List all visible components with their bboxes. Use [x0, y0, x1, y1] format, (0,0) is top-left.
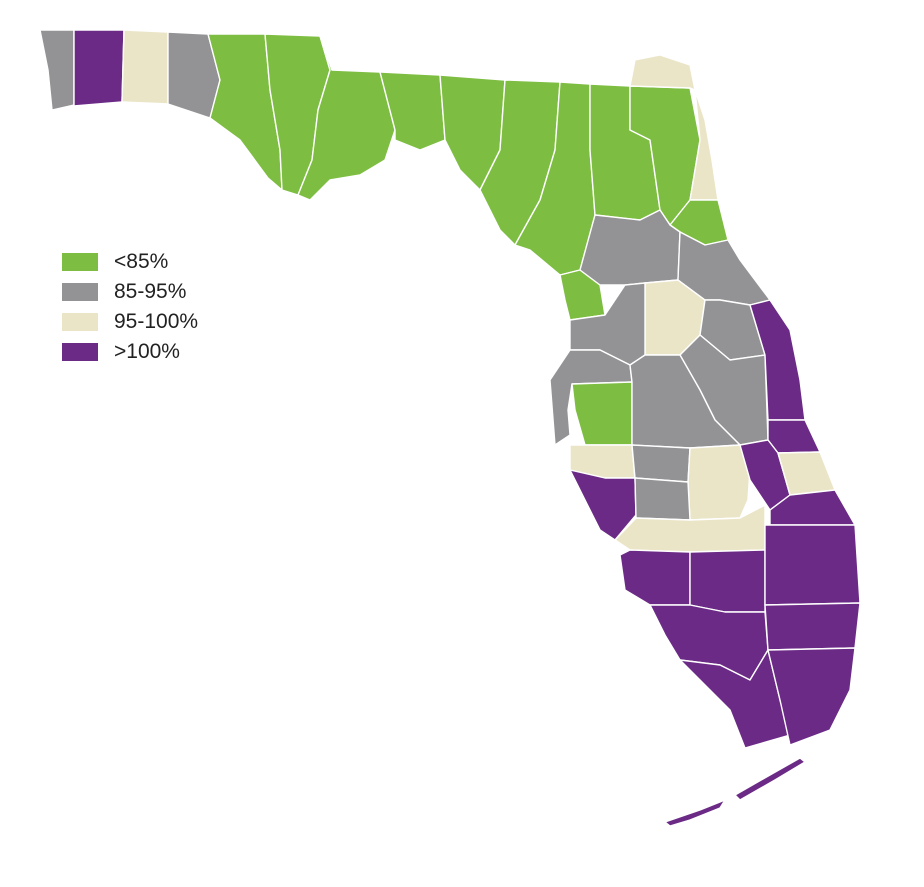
county-marion — [579, 209, 681, 286]
county-hendry — [689, 549, 766, 613]
county-highlands — [687, 444, 751, 521]
florida-keys — [664, 799, 726, 827]
legend-item-95-100: 95-100% — [62, 307, 198, 337]
legend-item-85-95: 85-95% — [62, 277, 198, 307]
county-hardee — [631, 444, 691, 483]
county-broward — [764, 602, 861, 651]
legend-item-gt100: >100% — [62, 337, 198, 367]
county-palm-beach — [764, 524, 861, 606]
county-escambia — [39, 29, 75, 111]
county-miami-dade — [767, 647, 856, 746]
county-indian-river — [767, 419, 821, 454]
legend-swatch-95-100 — [62, 313, 98, 331]
legend-label-gt100: >100% — [114, 340, 180, 363]
county-santa-rosa — [73, 29, 125, 107]
legend-swatch-85-95 — [62, 283, 98, 301]
legend-swatch-lt85 — [62, 253, 98, 271]
county-nassau — [629, 54, 696, 91]
legend: <85% 85-95% 95-100% >100% — [62, 247, 198, 367]
county-lee — [619, 549, 691, 606]
legend-label-85-95: 85-95% — [114, 280, 187, 303]
legend-label-95-100: 95-100% — [114, 310, 199, 333]
legend-swatch-gt100 — [62, 343, 98, 361]
county-brevard — [749, 299, 806, 421]
county-hillsborough — [571, 381, 633, 446]
legend-label-lt85: <85% — [114, 250, 169, 273]
legend-item-lt85: <85% — [62, 247, 198, 277]
county-desoto — [634, 477, 691, 521]
florida-keys-mid — [734, 757, 806, 801]
county-okaloosa — [121, 29, 169, 105]
